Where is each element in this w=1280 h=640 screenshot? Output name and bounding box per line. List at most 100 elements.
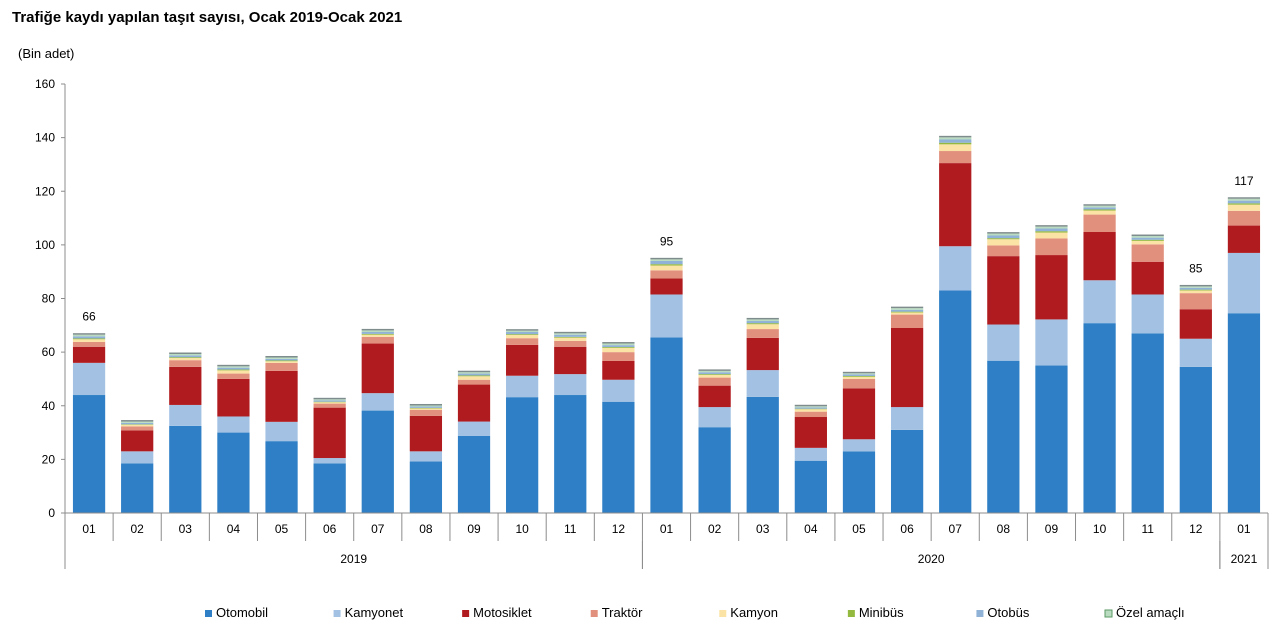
bar-segment-otomobil <box>698 427 731 513</box>
bar-segment-otomobil <box>939 290 972 513</box>
bar-segment-kamyon <box>361 334 394 337</box>
bar-top-cap <box>1179 284 1212 287</box>
bar-segment-kamyon <box>1035 232 1068 239</box>
bar-segment-kamyonet <box>939 246 972 291</box>
bar-top-cap <box>217 364 250 367</box>
bar-segment-otobüs <box>1131 237 1164 240</box>
bar-segment-özel-amaçlı <box>1179 286 1212 288</box>
bar-segment-minibüs <box>1131 239 1164 241</box>
bar-segment-otomobil <box>650 337 683 513</box>
bar-segment-minibüs <box>1179 289 1212 291</box>
bar-top-cap <box>121 420 154 422</box>
bar-segment-traktör <box>554 340 587 347</box>
x-tick-label: 04 <box>227 522 241 536</box>
legend-swatch <box>205 610 212 617</box>
bar-segment-motosiklet <box>72 346 106 363</box>
bar-segment-traktör <box>506 338 539 345</box>
bar-segment-minibüs <box>169 357 202 359</box>
bar-top-cap <box>1227 197 1261 199</box>
bar-segment-minibüs <box>698 374 731 375</box>
bar-segment-otobüs <box>457 373 491 376</box>
x-tick-label: 05 <box>852 522 866 536</box>
bar-segment-otobüs <box>842 374 876 376</box>
x-tick-label: 06 <box>900 522 914 536</box>
legend-label: Özel amaçlı <box>1116 605 1185 620</box>
y-tick-label: 40 <box>42 399 56 413</box>
x-tick-label: 07 <box>949 522 963 536</box>
bar-segment-motosiklet <box>361 343 394 394</box>
bar-top-cap <box>746 317 779 320</box>
bar-segment-traktör <box>1227 210 1261 226</box>
bar-segment-motosiklet <box>313 407 346 459</box>
x-tick-label: 04 <box>804 522 818 536</box>
bar-segment-traktör <box>361 336 394 344</box>
bar-segment-kamyonet <box>506 375 539 398</box>
bar-segment-kamyon <box>409 408 443 410</box>
bar-segment-kamyonet <box>650 294 683 338</box>
bar-segment-otobüs <box>1083 207 1116 210</box>
bar-segment-kamyon <box>265 361 298 363</box>
bar-segment-minibüs <box>890 311 924 313</box>
bar-segment-özel-amaçlı <box>746 319 779 322</box>
bar-top-cap <box>794 404 827 407</box>
x-tick-label: 08 <box>419 522 433 536</box>
bar-segment-motosiklet <box>1179 309 1212 339</box>
bar-segment-özel-amaçlı <box>72 334 106 337</box>
bar-segment-minibüs <box>794 408 827 410</box>
bar-segment-kamyon <box>890 312 924 315</box>
bar-segment-otomobil <box>1227 313 1261 513</box>
year-label: 2019 <box>340 552 367 566</box>
x-tick-label: 01 <box>1237 522 1251 536</box>
bar-segment-otomobil <box>409 461 443 513</box>
bar-segment-kamyon <box>554 337 587 341</box>
bar-segment-traktör <box>217 373 250 379</box>
bar-segment-otomobil <box>457 435 491 513</box>
bar-segment-traktör <box>1131 244 1164 262</box>
year-label: 2021 <box>1231 552 1258 566</box>
bar-segment-özel-amaçlı <box>842 373 876 375</box>
bar-segment-traktör <box>890 314 924 328</box>
bar-segment-minibüs <box>409 407 443 409</box>
bar-top-cap <box>361 328 394 331</box>
bar-segment-kamyon <box>217 370 250 374</box>
bar-segment-özel-amaçlı <box>506 330 539 333</box>
y-tick-label: 80 <box>42 292 56 306</box>
bar-top-cap <box>457 370 491 373</box>
bar-segment-minibüs <box>361 333 394 335</box>
bar-segment-kamyonet <box>1131 294 1164 334</box>
y-tick-label: 120 <box>35 184 55 198</box>
bar-segment-motosiklet <box>1131 261 1164 295</box>
bar-top-cap <box>506 329 539 331</box>
bar-segment-minibüs <box>842 375 876 377</box>
bar-segment-otobüs <box>554 334 587 337</box>
bar-segment-özel-amaçlı <box>1083 205 1116 208</box>
bar-segment-motosiklet <box>987 256 1020 325</box>
bar-segment-otomobil <box>72 395 106 513</box>
bar-segment-traktör <box>650 270 683 279</box>
bar-segment-özel-amaçlı <box>169 354 202 356</box>
bar-segment-otomobil <box>1035 365 1068 513</box>
bar-segment-kamyon <box>987 239 1020 246</box>
bar-segment-minibüs <box>987 238 1020 240</box>
bar-segment-otomobil <box>1083 323 1116 513</box>
bar-segment-kamyon <box>506 334 539 339</box>
legend-swatch <box>1104 609 1113 618</box>
bar-top-cap <box>265 355 298 358</box>
bar-segment-kamyonet <box>121 451 154 464</box>
bar-segment-kamyonet <box>313 458 346 464</box>
bar-segment-özel-amaçlı <box>1131 236 1164 238</box>
bar-segment-otomobil <box>313 463 346 513</box>
bar-segment-otobüs <box>1035 228 1068 232</box>
bar-segment-minibüs <box>121 424 154 425</box>
bar-segment-motosiklet <box>169 366 202 405</box>
bar-segment-motosiklet <box>1227 225 1261 253</box>
bar-segment-özel-amaçlı <box>1227 198 1261 201</box>
chart-title: Trafiğe kaydı yapılan taşıt sayısı, Ocak… <box>12 9 402 26</box>
bar-segment-minibüs <box>1083 209 1116 211</box>
bar-segment-otomobil <box>265 441 298 513</box>
bar-top-cap <box>313 397 346 400</box>
bar-segment-özel-amaçlı <box>1035 226 1068 229</box>
bar-segment-özel-amaçlı <box>987 233 1020 236</box>
bar-segment-özel-amaçlı <box>457 372 491 374</box>
